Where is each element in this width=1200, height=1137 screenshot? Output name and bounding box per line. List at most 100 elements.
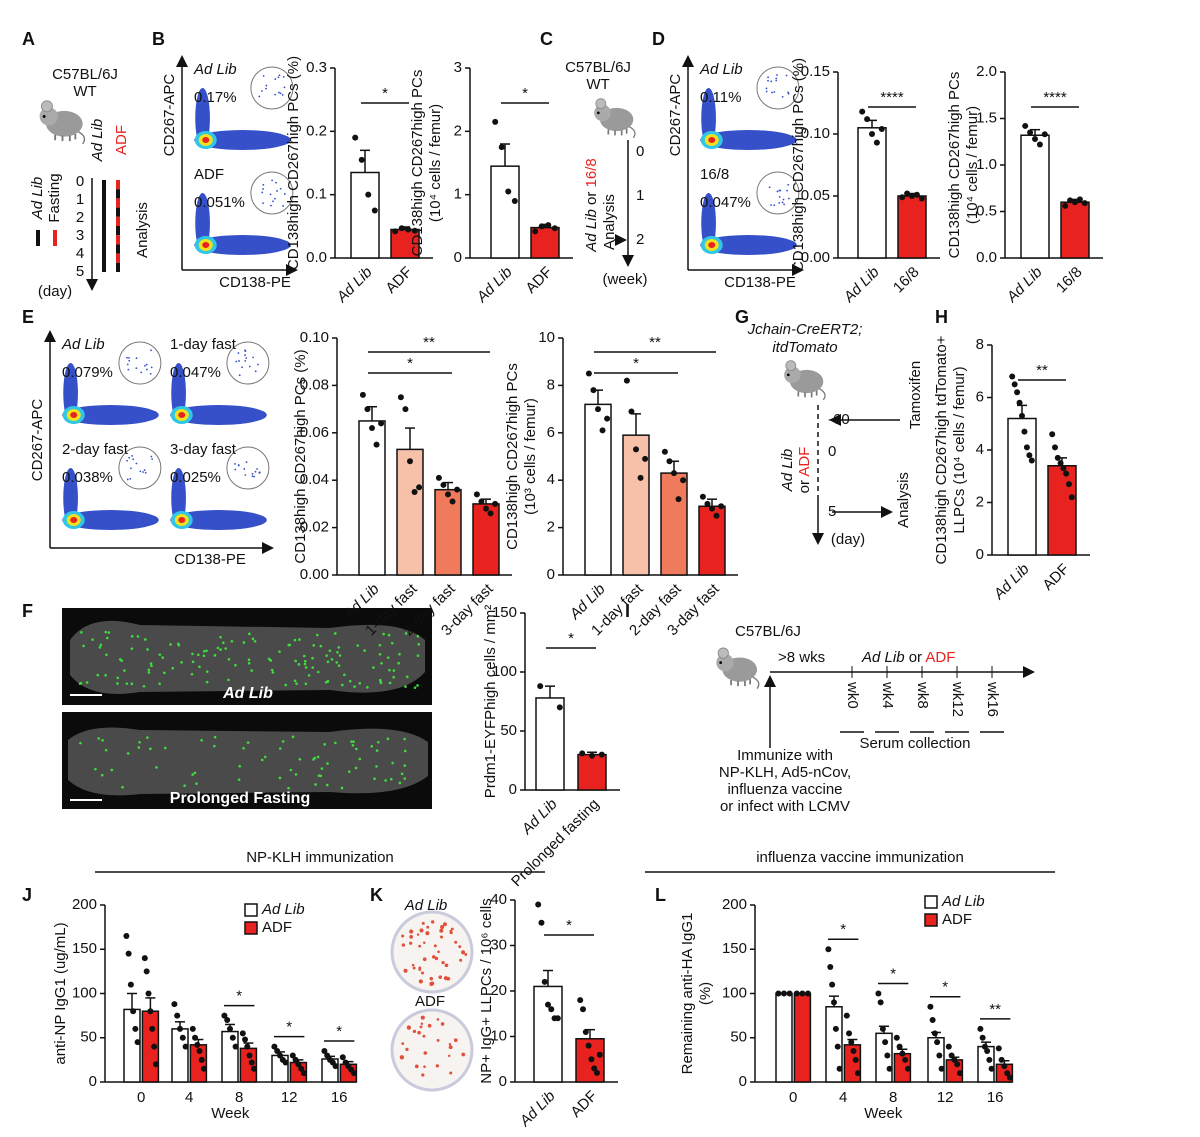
y-tick-label: 10 xyxy=(490,1027,507,1044)
event xyxy=(237,352,240,354)
spot xyxy=(421,921,425,925)
spot xyxy=(442,922,447,927)
data-point xyxy=(358,156,365,163)
cell-dot xyxy=(198,665,201,669)
cell-dot xyxy=(246,741,250,744)
data-point xyxy=(934,1039,941,1046)
data-point xyxy=(938,1065,945,1072)
data-point xyxy=(248,1059,255,1066)
data-point xyxy=(893,1034,900,1041)
bar xyxy=(221,1030,239,1083)
cell-dot xyxy=(130,635,134,638)
x-tick-label: Ad Lib xyxy=(990,561,1033,604)
event xyxy=(251,475,254,478)
y-tick-label: 0 xyxy=(547,566,555,583)
data-point xyxy=(182,1043,189,1050)
event xyxy=(276,190,278,192)
data-point xyxy=(292,1056,299,1063)
y-tick-label: 4 xyxy=(976,441,984,458)
bar xyxy=(897,195,927,259)
cell-dot xyxy=(219,635,222,639)
event xyxy=(767,76,769,79)
data-point xyxy=(537,683,544,690)
cell-dot xyxy=(284,683,288,687)
event xyxy=(149,372,152,375)
mouse-icon xyxy=(38,99,86,144)
data-point xyxy=(846,1030,853,1037)
cell-dot xyxy=(99,643,103,647)
data-point xyxy=(957,1070,963,1077)
y-tick-label: 2 xyxy=(976,493,984,510)
cell-dot xyxy=(323,743,327,746)
event xyxy=(265,87,267,90)
cell-dot xyxy=(333,632,337,635)
x-tick-label: 8 xyxy=(235,1089,243,1106)
spot xyxy=(440,1022,445,1026)
x-tick-label: 0 xyxy=(137,1089,145,1106)
spot xyxy=(418,968,422,971)
panel-letters: A B C D E F G H I J K L xyxy=(22,29,948,905)
cell-dot xyxy=(316,755,320,759)
bar xyxy=(535,697,565,791)
bar xyxy=(857,127,887,259)
spot xyxy=(434,956,439,961)
event xyxy=(146,368,148,371)
cell-dot xyxy=(375,749,379,752)
cell-dot xyxy=(278,747,282,750)
cell-dot xyxy=(398,652,401,656)
group-label: or xyxy=(583,192,600,205)
data-point xyxy=(1032,135,1038,142)
event xyxy=(254,470,257,473)
cell-dot xyxy=(379,681,383,685)
spot xyxy=(412,966,416,970)
y-tick-label: 0 xyxy=(739,1073,747,1090)
x-tick-label: 0 xyxy=(789,1089,797,1106)
cell-dot xyxy=(183,784,186,788)
event xyxy=(235,360,238,363)
event xyxy=(265,84,268,87)
gate-percent: 0.025% xyxy=(170,469,221,486)
spot xyxy=(416,933,420,936)
spot xyxy=(409,929,414,934)
data-point xyxy=(492,500,499,507)
x-tick-label: Ad Lib xyxy=(473,264,516,307)
week-label: wk0 xyxy=(844,681,861,709)
event xyxy=(244,359,247,362)
week-ticks: wk0 wk4 wk8 wk12 wk16 xyxy=(840,666,1004,733)
legend-swatch xyxy=(924,913,938,927)
y-tick-label: 6 xyxy=(976,388,984,405)
cell-dot xyxy=(304,666,308,669)
data-point xyxy=(551,225,558,232)
spot xyxy=(420,1015,425,1020)
spot xyxy=(417,1030,421,1035)
data-point xyxy=(1063,470,1070,477)
endpoint: Analysis xyxy=(895,472,912,528)
cell-dot xyxy=(104,673,107,677)
event xyxy=(282,205,284,207)
data-point xyxy=(909,193,915,199)
y-tick-label: 1.0 xyxy=(976,156,997,173)
cell-dot xyxy=(326,680,330,683)
gate-group: ADF xyxy=(194,166,224,183)
y-tick-label: 8 xyxy=(547,376,555,393)
data-point xyxy=(1036,141,1043,148)
spot xyxy=(453,1038,458,1043)
data-point xyxy=(864,116,871,123)
data-point xyxy=(850,1048,857,1055)
y-tick-label: 50 xyxy=(730,1029,747,1046)
cell-dot xyxy=(213,735,217,739)
data-point xyxy=(886,1065,893,1072)
cell-dot xyxy=(405,675,409,679)
data-point xyxy=(449,498,456,505)
group-label: Ad Lib xyxy=(779,449,796,493)
event xyxy=(277,76,280,79)
time-unit: (day) xyxy=(831,531,865,548)
y-axis-label: CD138high CD267high PCs xyxy=(504,363,521,550)
data-point xyxy=(125,950,132,957)
bar xyxy=(1060,201,1090,259)
event xyxy=(262,188,264,190)
data-point xyxy=(623,377,630,384)
data-point xyxy=(198,1056,205,1063)
data-point xyxy=(511,198,518,204)
data-point xyxy=(875,990,882,997)
